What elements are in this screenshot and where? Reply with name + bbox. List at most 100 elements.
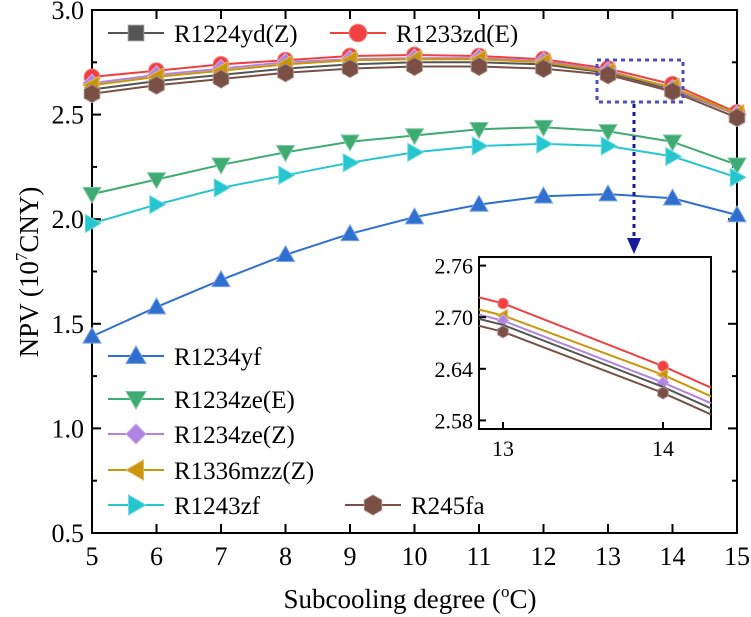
data-point-r1234ze-e xyxy=(727,157,747,175)
series-r1234yf xyxy=(82,184,747,344)
inset-point-r1233zd-e xyxy=(497,297,509,310)
legend-marker-r245fa xyxy=(363,494,383,516)
legend-label-r245fa: R245fa xyxy=(411,493,485,520)
zoom-selection-box xyxy=(595,58,685,104)
data-point-r1234yf xyxy=(82,326,102,344)
legend-marker-r1234ze-e xyxy=(125,391,147,411)
data-point-r1243zf xyxy=(665,146,683,167)
data-point-r1234ze-e xyxy=(404,128,425,146)
y-axis-label-sup: 7 xyxy=(12,252,31,261)
data-point-r1243zf xyxy=(600,136,619,156)
legend-marker-r1224yd-z xyxy=(127,24,145,42)
inset-frame xyxy=(478,256,712,430)
data-point-r1243zf xyxy=(278,165,296,186)
x-tick-label: 11 xyxy=(466,542,491,571)
legend-top: R1224yd(Z) R1233zd(E) xyxy=(108,21,518,48)
data-point-r1234ze-e xyxy=(662,134,683,152)
data-point-r245fa xyxy=(728,108,746,128)
inset-y-tick-label: 2.76 xyxy=(435,254,474,279)
legend-label-r1234ze-z: R1234ze(Z) xyxy=(174,422,295,449)
x-axis-unit-sup: o xyxy=(501,582,510,601)
legend-marker-r1233zd-e xyxy=(348,23,368,43)
svg-text:NPV (107CNY): NPV (107CNY) xyxy=(12,187,44,358)
legend-marker-r1234ze-z xyxy=(125,423,147,445)
data-point-r1243zf xyxy=(729,167,748,188)
legend-label-r1224yd-z: R1224yd(Z) xyxy=(174,21,298,48)
svg-text:Subcooling degree (oC): Subcooling degree (oC) xyxy=(284,582,537,614)
legend-marker-r1234yf xyxy=(125,344,147,364)
data-point-r245fa xyxy=(470,56,488,77)
inset-y-tick-label: 2.58 xyxy=(435,408,474,433)
inset-y-axis-ticks: 2.58 2.64 2.70 2.76 xyxy=(435,254,486,433)
legend-item-r1234ze-z: R1234ze(Z) xyxy=(108,422,295,449)
data-point-r245fa xyxy=(341,59,359,79)
data-point-r1243zf xyxy=(536,134,554,154)
legend-item-r1234ze-e: R1234ze(E) xyxy=(108,387,295,414)
data-point-r1234yf xyxy=(727,205,747,223)
inset-line-r1336mzz-z xyxy=(478,308,712,398)
inset-point-r245fa xyxy=(497,325,509,339)
data-point-r1234ze-e xyxy=(82,186,102,205)
x-axis-unit-tail: C) xyxy=(509,584,536,614)
y-tick-label: 2.5 xyxy=(52,101,85,130)
data-point-r1234ze-e xyxy=(469,121,489,140)
data-point-r245fa xyxy=(664,82,681,102)
legend-item-r1336mzz-z: R1336mzz(Z) xyxy=(108,458,314,485)
x-tick-label: 7 xyxy=(215,542,228,571)
y-axis-label-tail: CNY) xyxy=(14,187,44,253)
x-tick-label: 8 xyxy=(279,542,292,571)
x-tick-label: 12 xyxy=(531,542,557,571)
legend-bottom: R1234yf R1234ze(E) R1234ze(Z) R1336mzz(Z) R1… xyxy=(108,344,485,520)
inset-line-r1224yd-z xyxy=(478,317,712,410)
x-tick-label: 13 xyxy=(595,542,621,571)
zoom-arrow-head xyxy=(627,238,641,254)
data-point-r1234yf xyxy=(275,244,296,263)
data-point-r1234yf xyxy=(340,223,360,242)
x-tick-label: 14 xyxy=(660,542,686,571)
data-point-r1234ze-e xyxy=(146,172,167,190)
data-point-r1243zf xyxy=(471,136,490,156)
data-point-r1234yf xyxy=(146,297,167,315)
data-point-r1234yf xyxy=(469,194,489,212)
legend-label-r1336mzz-z: R1336mzz(Z) xyxy=(174,458,314,485)
x-tick-label: 10 xyxy=(402,542,428,571)
legend-marker-r1243zf xyxy=(128,494,148,516)
series-r1243zf xyxy=(84,134,748,234)
x-axis-title: Subcooling degree (oC) xyxy=(284,582,537,614)
inset-y-tick-label: 2.64 xyxy=(435,357,474,382)
x-tick-label: 5 xyxy=(86,542,99,571)
inset-line-r1233zd-e xyxy=(478,296,712,389)
legend-marker-r1336mzz-z xyxy=(124,459,144,481)
data-point-r245fa xyxy=(148,75,165,95)
data-point-r1234ze-e xyxy=(598,124,618,142)
data-point-r1234yf xyxy=(598,184,618,202)
legend-item-r245fa: R245fa xyxy=(345,493,485,520)
inset-y-tick-label: 2.70 xyxy=(435,305,474,330)
inset-line-r1234ze-z xyxy=(478,313,712,405)
legend-label-r1234ze-e: R1234ze(E) xyxy=(174,387,295,414)
x-tick-label: 9 xyxy=(344,542,357,571)
data-point-r1234ze-e xyxy=(340,134,360,152)
data-point-r1243zf xyxy=(84,213,103,234)
x-axis-label: Subcooling degree ( xyxy=(284,584,501,614)
data-point-r245fa xyxy=(83,84,101,104)
legend-item-r1243zf: R1243zf xyxy=(108,493,261,520)
y-tick-label: 1.5 xyxy=(52,310,85,339)
inset-plot: 2.58 2.64 2.70 2.76 13 14 xyxy=(435,254,712,461)
inset-x-tick-label: 13 xyxy=(492,436,514,461)
y-tick-label: 0.5 xyxy=(52,519,85,548)
data-point-r1234yf xyxy=(404,207,425,225)
data-point-r245fa xyxy=(212,69,230,89)
data-point-r1243zf xyxy=(342,152,361,173)
data-point-r245fa xyxy=(277,63,294,83)
data-point-r1243zf xyxy=(149,194,167,215)
y-tick-label: 2.0 xyxy=(52,205,85,234)
data-point-r1234ze-e xyxy=(275,145,296,163)
inset-series-layer xyxy=(478,296,712,416)
data-point-r245fa xyxy=(599,65,617,85)
x-tick-label: 15 xyxy=(724,542,750,571)
data-point-r1234yf xyxy=(533,186,554,204)
inset-x-tick-label: 14 xyxy=(652,436,674,461)
legend-label-r1234yf: R1234yf xyxy=(174,344,262,371)
